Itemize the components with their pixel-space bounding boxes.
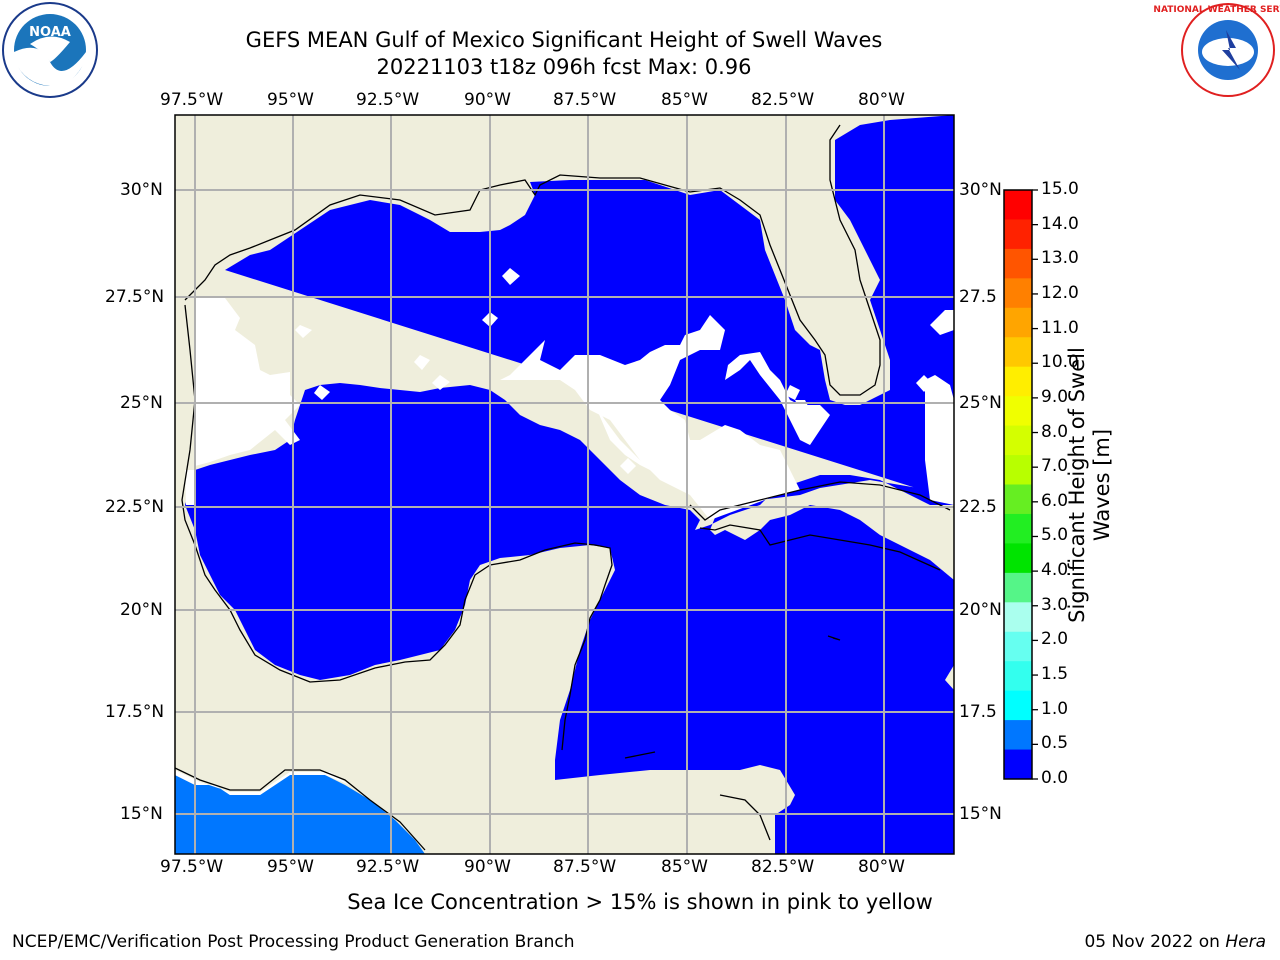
footer-credit: NCEP/EMC/Verification Post Processing Pr… (12, 932, 575, 952)
colorbar-tick-label: 13.0 (1041, 248, 1079, 269)
colorbar-segment (1004, 455, 1032, 485)
lat-label-left-30: 30°N (120, 180, 163, 200)
colorbar-tick-label: 10.0 (1041, 352, 1079, 373)
lon-label-top-80: 80°W (858, 90, 905, 110)
noaa-logo-text: NOAA (29, 25, 71, 40)
nws-logo: NATIONAL WEATHER SERVICE (1153, 3, 1280, 97)
colorbar-tick-label: 11.0 (1041, 317, 1079, 338)
colorbar-segment (1004, 602, 1032, 633)
colorbar-tick-label: 9.0 (1041, 386, 1069, 407)
chart-title: GEFS MEAN Gulf of Mexico Significant Hei… (245, 28, 883, 52)
lon-label-top-87-5: 87.5°W (553, 90, 617, 110)
colorbar-tick-label: 1.5 (1041, 664, 1069, 685)
colorbar-segment (1004, 278, 1032, 309)
lat-label-right-17-5: 17.5 (959, 702, 997, 722)
colorbar-tick-label: 15.0 (1041, 179, 1079, 199)
map-area (174, 114, 955, 855)
lon-label-bottom-95: 95°W (267, 857, 314, 877)
colorbar-segment (1004, 543, 1032, 574)
colorbar-tick-label: 12.0 (1041, 282, 1079, 303)
lon-label-bottom-92-5: 92.5°W (356, 857, 420, 877)
lon-label-top-97-5: 97.5°W (160, 90, 224, 110)
lat-label-left-25: 25°N (120, 393, 163, 413)
map-border (174, 114, 955, 855)
colorbar-segment (1004, 425, 1032, 456)
lon-label-top-82-5: 82.5°W (751, 90, 815, 110)
colorbar-segment (1004, 749, 1032, 780)
colorbar-tick-label: 4.0 (1041, 560, 1069, 581)
lon-label-top-90: 90°W (464, 90, 511, 110)
map-gridlines (175, 115, 954, 854)
colorbar-segment (1004, 631, 1032, 662)
nws-logo-text: NATIONAL WEATHER SERVICE (1153, 5, 1280, 15)
colorbar-tick-label: 0.0 (1041, 768, 1069, 788)
colorbar-tick-label: 7.0 (1041, 456, 1069, 477)
colorbar (1003, 189, 1038, 780)
lat-label-right-22-5: 22.5 (959, 497, 997, 517)
no-data-patches (185, 268, 954, 520)
colorbar-tick-label: 1.0 (1041, 698, 1069, 719)
colorbar-tick-label: 5.0 (1041, 525, 1069, 546)
lat-label-right-25: 25°N (959, 393, 1002, 413)
colorbar-segment (1004, 190, 1032, 220)
colorbar-segment (1004, 366, 1032, 397)
lat-label-left-17-5: 17.5°N (105, 702, 165, 722)
lon-label-top-95: 95°W (267, 90, 314, 110)
lat-label-right-30: 30°N (959, 180, 1002, 200)
colorbar-segment (1004, 396, 1032, 427)
lat-label-left-22-5: 22.5°N (105, 497, 165, 517)
chart-subtitle: 20221103 t18z 096h fcst Max: 0.96 (376, 55, 752, 79)
noaa-logo: NOAA (2, 2, 98, 98)
lon-label-top-85: 85°W (661, 90, 708, 110)
colorbar-segment (1004, 572, 1032, 603)
lon-label-bottom-87-5: 87.5°W (553, 857, 617, 877)
colorbar-tick-label: 8.0 (1041, 421, 1069, 442)
lon-label-bottom-85: 85°W (661, 857, 708, 877)
colorbar-tick-label: 0.5 (1041, 733, 1069, 754)
colorbar-tick-label: 2.0 (1041, 629, 1069, 650)
footer-date: 05 Nov 2022 on Hera (1084, 932, 1266, 952)
colorbar-segment (1004, 337, 1032, 368)
lat-label-left-20: 20°N (120, 600, 163, 620)
lat-label-left-27-5: 27.5°N (105, 287, 165, 307)
lon-label-bottom-97-5: 97.5°W (160, 857, 224, 877)
lat-label-right-15: 15°N (959, 804, 1002, 824)
lon-label-bottom-82-5: 82.5°W (751, 857, 815, 877)
colorbar-border (1003, 189, 1033, 780)
colorbar-segment (1004, 219, 1032, 250)
colorbar-segment (1004, 248, 1032, 279)
colorbar-tick-label: 14.0 (1041, 213, 1079, 234)
colorbar-segment (1004, 484, 1032, 515)
colorbar-title: Significant Height of Swell Waves [m] (1065, 347, 1114, 623)
lon-label-top-92-5: 92.5°W (356, 90, 420, 110)
lat-label-left-15: 15°N (120, 804, 163, 824)
lat-label-right-20: 20°N (959, 600, 1002, 620)
footer-date-text: 05 Nov 2022 on (1084, 932, 1220, 952)
footer-host: Hera (1225, 932, 1266, 952)
lon-label-bottom-80: 80°W (858, 857, 905, 877)
colorbar-segment (1004, 307, 1032, 338)
lat-label-right-27-5: 27.5 (959, 287, 997, 307)
gulf-swell-field (185, 115, 954, 854)
sea-ice-note: Sea Ice Concentration > 15% is shown in … (347, 890, 933, 914)
colorbar-segment (1004, 720, 1032, 751)
colorbar-segment (1004, 690, 1032, 721)
lon-label-bottom-90: 90°W (464, 857, 511, 877)
colorbar-segment (1004, 513, 1032, 544)
colorbar-tick-label: 3.0 (1041, 594, 1069, 615)
colorbar-segment (1004, 661, 1032, 692)
colorbar-tick-label: 6.0 (1041, 490, 1069, 511)
